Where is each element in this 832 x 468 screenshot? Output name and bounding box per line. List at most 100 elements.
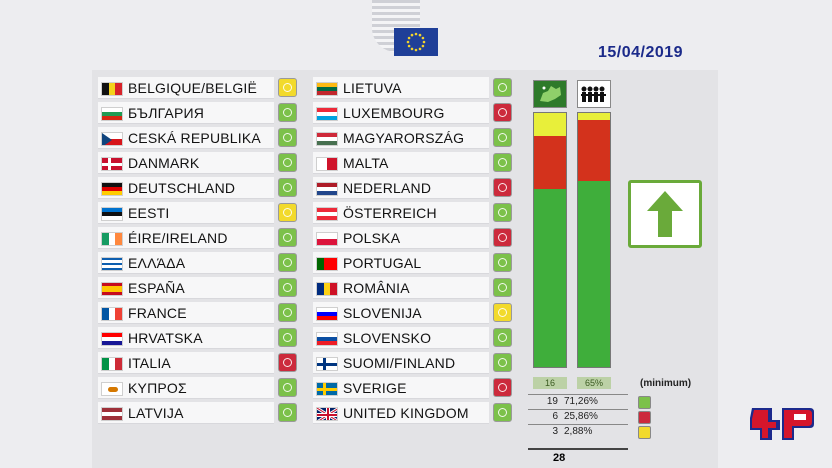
country-cell: ΚΥΠΡΟΣ (98, 377, 274, 399)
country-row: ÖSTERREICH (313, 201, 513, 226)
vote-yes-icon (278, 278, 297, 297)
country-row: ESPAÑA (98, 276, 298, 301)
country-name: FRANCE (128, 305, 187, 321)
country-row: ROMÂNIA (313, 276, 513, 301)
country-cell: SUOMI/FINLAND (313, 352, 489, 374)
vote-no-icon (278, 353, 297, 372)
eu-flag-icon (394, 28, 438, 56)
eu-star (407, 36, 411, 40)
country-name: LATVIJA (128, 405, 184, 421)
country-flag-icon (101, 182, 123, 196)
country-row: NEDERLAND (313, 176, 513, 201)
country-flag-icon (316, 132, 338, 146)
vote-no-icon (493, 103, 512, 122)
council-logo (370, 0, 440, 58)
vote-yes-icon (278, 328, 297, 347)
country-name: SLOVENIJA (343, 305, 422, 321)
country-cell: SVERIGE (313, 377, 489, 399)
country-name: EESTI (128, 205, 170, 221)
population-bar (577, 112, 611, 368)
country-flag-icon (316, 282, 338, 296)
country-flag-icon (101, 332, 123, 346)
country-name: MAGYARORSZÁG (343, 130, 465, 146)
vote-yes-icon (493, 253, 512, 272)
country-cell: SLOVENSKO (313, 327, 489, 349)
country-cell: ÖSTERREICH (313, 202, 489, 224)
member-states-bar (533, 112, 567, 368)
country-name: ITALIA (128, 355, 171, 371)
country-flag-icon (101, 407, 123, 421)
country-name: ÖSTERREICH (343, 205, 437, 221)
country-cell: MAGYARORSZÁG (313, 127, 489, 149)
country-name: CESKÁ REPUBLIKA (128, 130, 261, 146)
vote-yes-icon (278, 303, 297, 322)
eu-star (422, 40, 426, 44)
country-row: ÉIRE/IRELAND (98, 226, 298, 251)
result-percent: 71,26% (564, 396, 598, 407)
country-cell: DEUTSCHLAND (98, 177, 274, 199)
vote-date: 15/04/2019 (598, 44, 684, 61)
country-flag-icon (316, 307, 338, 321)
country-row: DEUTSCHLAND (98, 176, 298, 201)
vote-abs-icon (278, 203, 297, 222)
country-cell: LATVIJA (98, 402, 274, 424)
eu-stars-icon (406, 32, 426, 52)
country-cell: ÉIRE/IRELAND (98, 227, 274, 249)
country-flag-icon (101, 157, 123, 171)
eu-star (410, 47, 414, 51)
eu-star (407, 44, 411, 48)
vote-yes-icon (278, 128, 297, 147)
eu-star (406, 40, 410, 44)
country-row: MAGYARORSZÁG (313, 126, 513, 151)
country-row: HRVATSKA (98, 326, 298, 351)
result-count: 19 (546, 396, 558, 407)
result-row: 19 71,26% (528, 394, 628, 409)
country-name: ESPAÑA (128, 280, 185, 296)
bar-segment-yes (534, 189, 566, 367)
country-row: FRANCE (98, 301, 298, 326)
eu-star (410, 33, 414, 37)
country-cell: БЪЛГАРИЯ (98, 102, 274, 124)
country-cell: ROMÂNIA (313, 277, 489, 299)
country-list-left: BELGIQUE/BELGIË БЪЛГАРИЯ CESKÁ REPUBLIKA DA… (98, 76, 298, 426)
country-flag-icon (101, 257, 123, 271)
country-flag-icon (316, 332, 338, 346)
country-cell: LUXEMBOURG (313, 102, 489, 124)
vote-abs-icon (638, 426, 651, 439)
country-cell: UNITED KINGDOM (313, 402, 489, 424)
vote-yes-icon (493, 128, 512, 147)
vote-no-icon (493, 228, 512, 247)
member-states-icon (533, 80, 567, 108)
result-count: 6 (552, 411, 558, 422)
country-name: POLSKA (343, 230, 401, 246)
country-name: SUOMI/FINLAND (343, 355, 456, 371)
vote-yes-icon (493, 203, 512, 222)
country-name: БЪЛГАРИЯ (128, 105, 205, 121)
vote-yes-icon (493, 403, 512, 422)
country-cell: EESTI (98, 202, 274, 224)
vote-yes-icon (493, 78, 512, 97)
vote-yes-icon (493, 153, 512, 172)
vote-yes-icon (493, 328, 512, 347)
result-percent: 25,86% (564, 411, 598, 422)
country-flag-icon (101, 282, 123, 296)
country-name: ΚΥΠΡΟΣ (128, 380, 187, 396)
country-cell: FRANCE (98, 302, 274, 324)
country-cell: ESPAÑA (98, 277, 274, 299)
country-row: БЪЛГАРИЯ (98, 101, 298, 126)
country-row: MALTA (313, 151, 513, 176)
country-name: NEDERLAND (343, 180, 432, 196)
country-flag-icon (316, 382, 338, 396)
eu-star (418, 47, 422, 51)
country-row: SLOVENIJA (313, 301, 513, 326)
country-row: SVERIGE (313, 376, 513, 401)
country-row: DANMARK (98, 151, 298, 176)
country-name: LUXEMBOURG (343, 105, 445, 121)
country-name: LIETUVA (343, 80, 402, 96)
country-cell: NEDERLAND (313, 177, 489, 199)
adopted-arrow-icon (628, 180, 702, 248)
country-flag-icon (101, 207, 123, 221)
country-row: PORTUGAL (313, 251, 513, 276)
country-cell: POLSKA (313, 227, 489, 249)
country-flag-icon (101, 232, 123, 246)
